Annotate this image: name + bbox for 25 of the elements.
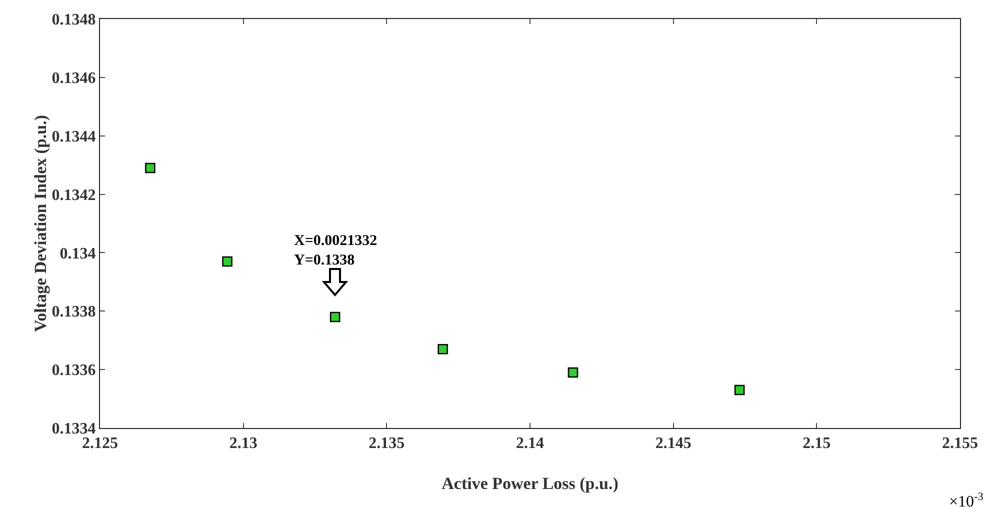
x-tick-label: 2.15 <box>802 435 831 452</box>
x-tick-label: 2.135 <box>368 435 405 452</box>
y-tick-label: 0.1348 <box>52 12 96 29</box>
x-tick-label: 2.125 <box>82 435 118 452</box>
y-tick-label: 0.1336 <box>52 362 96 380</box>
y-tick-label: 0.1346 <box>52 70 96 88</box>
y-tick-label: 0.1338 <box>52 304 96 321</box>
y-axis-title: Voltage Deviation Index (p.u.) <box>30 114 50 332</box>
text: ×10$^{-3}$ <box>949 491 984 508</box>
x-tick-label: 2.155 <box>942 435 978 452</box>
point <box>330 312 340 322</box>
point <box>734 384 745 396</box>
x-tick-label: 2.13 <box>229 435 258 452</box>
y-tick-label: 0.134 <box>60 245 96 262</box>
y-tick-label: 0.1344 <box>52 128 96 146</box>
point <box>438 344 448 354</box>
annotation: X=0.0021332 Y=0.1338 <box>294 233 378 268</box>
x-tick-label: 2.145 <box>655 435 692 452</box>
x-tick-label: 2.14 <box>516 435 544 452</box>
y-tick-label: 0.1334 <box>52 420 96 438</box>
point <box>568 367 578 378</box>
point <box>145 162 156 174</box>
y-tick-label: 0.1342 <box>52 186 96 204</box>
point <box>222 256 232 267</box>
x-axis-title: Active Power Loss (p.u.) <box>442 474 618 493</box>
